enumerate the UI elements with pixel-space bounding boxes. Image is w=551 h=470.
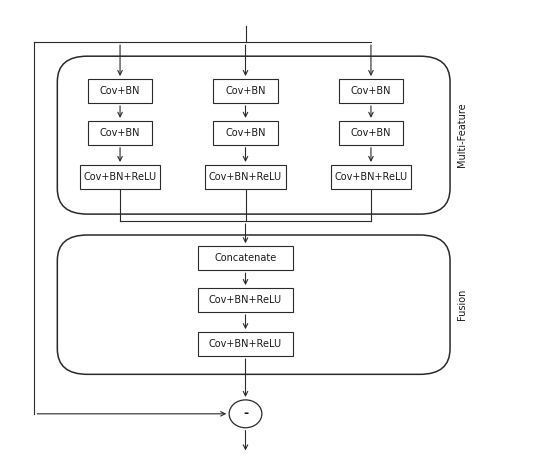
- Text: -: -: [243, 407, 248, 420]
- Text: Fusion: Fusion: [457, 289, 467, 321]
- Text: Cov+BN: Cov+BN: [100, 86, 141, 96]
- Text: Cov+BN+ReLU: Cov+BN+ReLU: [209, 295, 282, 305]
- FancyBboxPatch shape: [205, 165, 286, 189]
- FancyBboxPatch shape: [198, 246, 293, 270]
- Text: Concatenate: Concatenate: [214, 253, 277, 263]
- Text: Cov+BN: Cov+BN: [100, 128, 141, 138]
- Text: Cov+BN: Cov+BN: [225, 128, 266, 138]
- Text: Multi-Feature: Multi-Feature: [457, 103, 467, 167]
- Text: Cov+BN+ReLU: Cov+BN+ReLU: [84, 172, 156, 182]
- FancyBboxPatch shape: [198, 288, 293, 312]
- Text: Cov+BN+ReLU: Cov+BN+ReLU: [209, 172, 282, 182]
- FancyBboxPatch shape: [198, 332, 293, 356]
- FancyBboxPatch shape: [331, 165, 411, 189]
- FancyBboxPatch shape: [213, 121, 278, 145]
- FancyBboxPatch shape: [339, 121, 403, 145]
- Text: Cov+BN: Cov+BN: [350, 128, 391, 138]
- FancyBboxPatch shape: [88, 121, 152, 145]
- Text: Cov+BN+ReLU: Cov+BN+ReLU: [209, 339, 282, 349]
- Text: Cov+BN+ReLU: Cov+BN+ReLU: [334, 172, 408, 182]
- FancyBboxPatch shape: [80, 165, 160, 189]
- FancyBboxPatch shape: [88, 79, 152, 103]
- Text: Cov+BN: Cov+BN: [225, 86, 266, 96]
- Text: Cov+BN: Cov+BN: [350, 86, 391, 96]
- FancyBboxPatch shape: [339, 79, 403, 103]
- Circle shape: [229, 400, 262, 428]
- FancyBboxPatch shape: [213, 79, 278, 103]
